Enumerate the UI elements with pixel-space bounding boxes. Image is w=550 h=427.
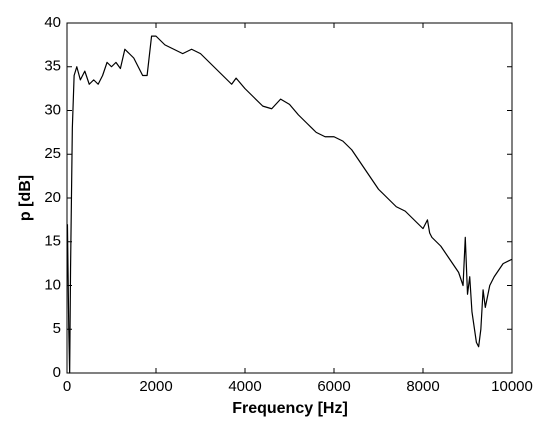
x-tick-label: 4000 <box>228 378 261 395</box>
x-tick-label: 6000 <box>317 378 350 395</box>
x-tick-label: 10000 <box>491 378 533 395</box>
x-tick-label: 0 <box>63 378 71 395</box>
y-tick-label: 20 <box>44 189 61 206</box>
x-tick-label: 8000 <box>406 378 439 395</box>
y-tick-label: 35 <box>44 58 61 75</box>
y-axis-label: p [dB] <box>17 175 34 221</box>
y-tick-label: 30 <box>44 101 61 118</box>
x-tick-label: 2000 <box>139 378 172 395</box>
y-tick-label: 0 <box>53 364 61 381</box>
y-tick-label: 10 <box>44 276 61 293</box>
x-axis-label: Frequency [Hz] <box>232 400 348 417</box>
y-tick-label: 5 <box>53 320 61 337</box>
plot-frame <box>66 22 513 374</box>
y-tick-label: 25 <box>44 145 61 162</box>
y-tick-label: 15 <box>44 233 61 250</box>
data-line <box>66 35 513 374</box>
y-tick-label: 40 <box>44 14 61 31</box>
